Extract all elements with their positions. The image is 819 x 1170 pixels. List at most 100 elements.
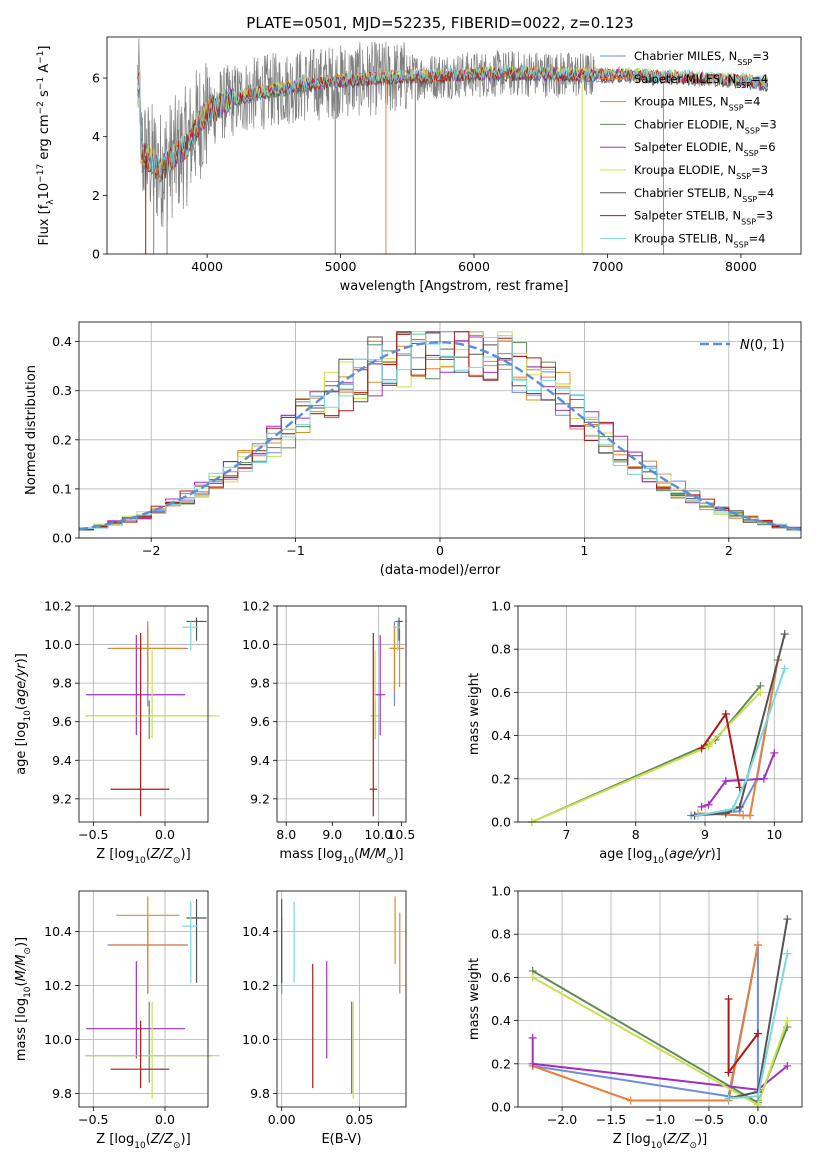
label-part: Z [: [96, 1132, 114, 1147]
x-tick-label: 8: [632, 827, 640, 842]
label-part: Flux [f: [37, 204, 52, 245]
x-tick-label: 7: [563, 827, 571, 842]
mass_vs_ebv-frame: 0.00 0.05 9.8 10.0 10.2 10.4 E(B-V): [242, 890, 407, 1147]
axes-frame: [78, 890, 209, 1108]
weight-marker: [697, 802, 706, 811]
weight-marker: [746, 811, 755, 820]
y-tick-label: 0.1: [52, 481, 72, 496]
y-tick-label: 10.0: [44, 1032, 72, 1047]
x-tick-label: 10.5: [387, 827, 415, 842]
y-tick-label: 0.4: [491, 1013, 511, 1028]
label-part: =3: [752, 49, 769, 63]
weight-marker: [739, 811, 748, 820]
label-part: )]: [393, 847, 403, 862]
y-tick-label: 10.0: [242, 1032, 270, 1047]
label-part: ]: [37, 46, 52, 51]
weight-marker: [528, 1033, 537, 1042]
x-tick-label: 10: [766, 827, 782, 842]
x-tick-label: 1: [580, 543, 588, 558]
histogram-5: [79, 331, 801, 531]
label-part: erg cm: [37, 114, 52, 163]
label-part: Salpeter MILES, N: [634, 72, 736, 86]
weight-marker: [759, 774, 768, 783]
label-part: =4: [757, 186, 774, 200]
histogram-8: [79, 333, 801, 531]
label-part: ⊙: [23, 947, 33, 955]
y-axis-label: mass weight: [467, 958, 482, 1040]
label-part: Chabrier MILES, N: [634, 49, 737, 63]
y-tick-label: 10.2: [242, 978, 270, 993]
label-part: Salpeter ELODIE, N: [634, 140, 744, 154]
label-part: ⊙: [689, 1141, 697, 1151]
weight-marker: [742, 774, 751, 783]
label-part: A: [37, 64, 52, 77]
y-tick-label: 9.8: [250, 676, 270, 691]
label-part: (: [354, 847, 359, 862]
x-axis-label: Z [log10(Z/Z⊙)]: [96, 1132, 190, 1151]
y-tick-label: 9.6: [250, 714, 270, 729]
label-part: SSP: [744, 149, 759, 158]
weight-marker: [735, 802, 744, 811]
weight-marker: [753, 1029, 762, 1038]
x-tick-label: −1: [286, 543, 304, 558]
x-axis-label: Z [log10(Z/Z⊙)]: [613, 1132, 707, 1151]
label-part: Chabrier STELIB, N: [634, 186, 742, 200]
label-part: SSP: [741, 217, 756, 226]
y-tick-label: 9.4: [52, 753, 72, 768]
weight_vs_age-plot: [527, 630, 789, 826]
label-part: SSP: [736, 172, 751, 181]
y-tick-label: 0.2: [491, 1056, 511, 1071]
label-part: −2: [36, 101, 46, 114]
y-axis-label: Normed distribution: [24, 365, 39, 495]
residuals-plot: [78, 331, 802, 531]
y-tick-label: 0.6: [491, 685, 511, 700]
label-part: Chabrier ELODIE, N: [634, 117, 745, 131]
y-tick-label: 9.6: [52, 714, 72, 729]
y-tick-label: 6: [92, 71, 100, 86]
label-part: 10: [23, 986, 33, 998]
label-part: Z [: [96, 847, 114, 862]
weight-marker: [783, 1016, 792, 1025]
label-part: 10: [134, 856, 146, 866]
y-tick-label: 0.0: [491, 1100, 511, 1115]
y-tick-label: 10.2: [242, 599, 270, 614]
y-tick-label: 10.4: [242, 924, 270, 939]
label-part: )]: [14, 653, 29, 663]
x-axis-label: mass [log10(M/M⊙)]: [279, 847, 403, 866]
label-part: log: [14, 998, 29, 1018]
label-part: SSP: [742, 194, 757, 203]
weight-marker: [780, 630, 789, 639]
label-part: SSP: [737, 58, 752, 67]
label-part: SSP: [745, 126, 760, 135]
label-part: log: [323, 847, 343, 862]
x-tick-label: 6000: [458, 259, 490, 274]
x-tick-label: 2: [725, 543, 733, 558]
y-tick-label: 0.8: [491, 642, 511, 657]
label-part: log: [14, 722, 29, 742]
label-part: (: [146, 847, 151, 862]
label-part: SSP: [736, 80, 751, 89]
y-tick-label: 0.0: [491, 815, 511, 830]
label-part: log: [114, 1132, 134, 1147]
x-tick-label: −0.5: [694, 1112, 724, 1127]
label-part: )]: [14, 937, 29, 947]
label-part: Kroupa MILES, N: [634, 95, 729, 109]
x-axis-label: wavelength [Angstrom, rest frame]: [340, 279, 569, 294]
label-part: −17: [36, 164, 46, 183]
label-part: =4: [749, 231, 766, 245]
label-part: (: [146, 1132, 151, 1147]
label-part: ⊙: [386, 856, 394, 866]
axes-frame: [276, 605, 407, 823]
x-tick-label: 9: [701, 827, 709, 842]
weight-marker: [783, 915, 792, 924]
mass_vs_Z-frame: −0.5 0.09.810.010.210.4Z [log10(Z/Z⊙)]mas…: [14, 890, 209, 1151]
label-part: Kroupa STELIB, N: [634, 231, 734, 245]
y-tick-label: 9.2: [250, 791, 270, 806]
weight-marker: [721, 776, 730, 785]
label-part: 10: [651, 1141, 663, 1151]
weight-marker: [721, 710, 730, 718]
weight-marker: [753, 1092, 762, 1101]
x-axis-label: E(B-V): [321, 1132, 361, 1147]
